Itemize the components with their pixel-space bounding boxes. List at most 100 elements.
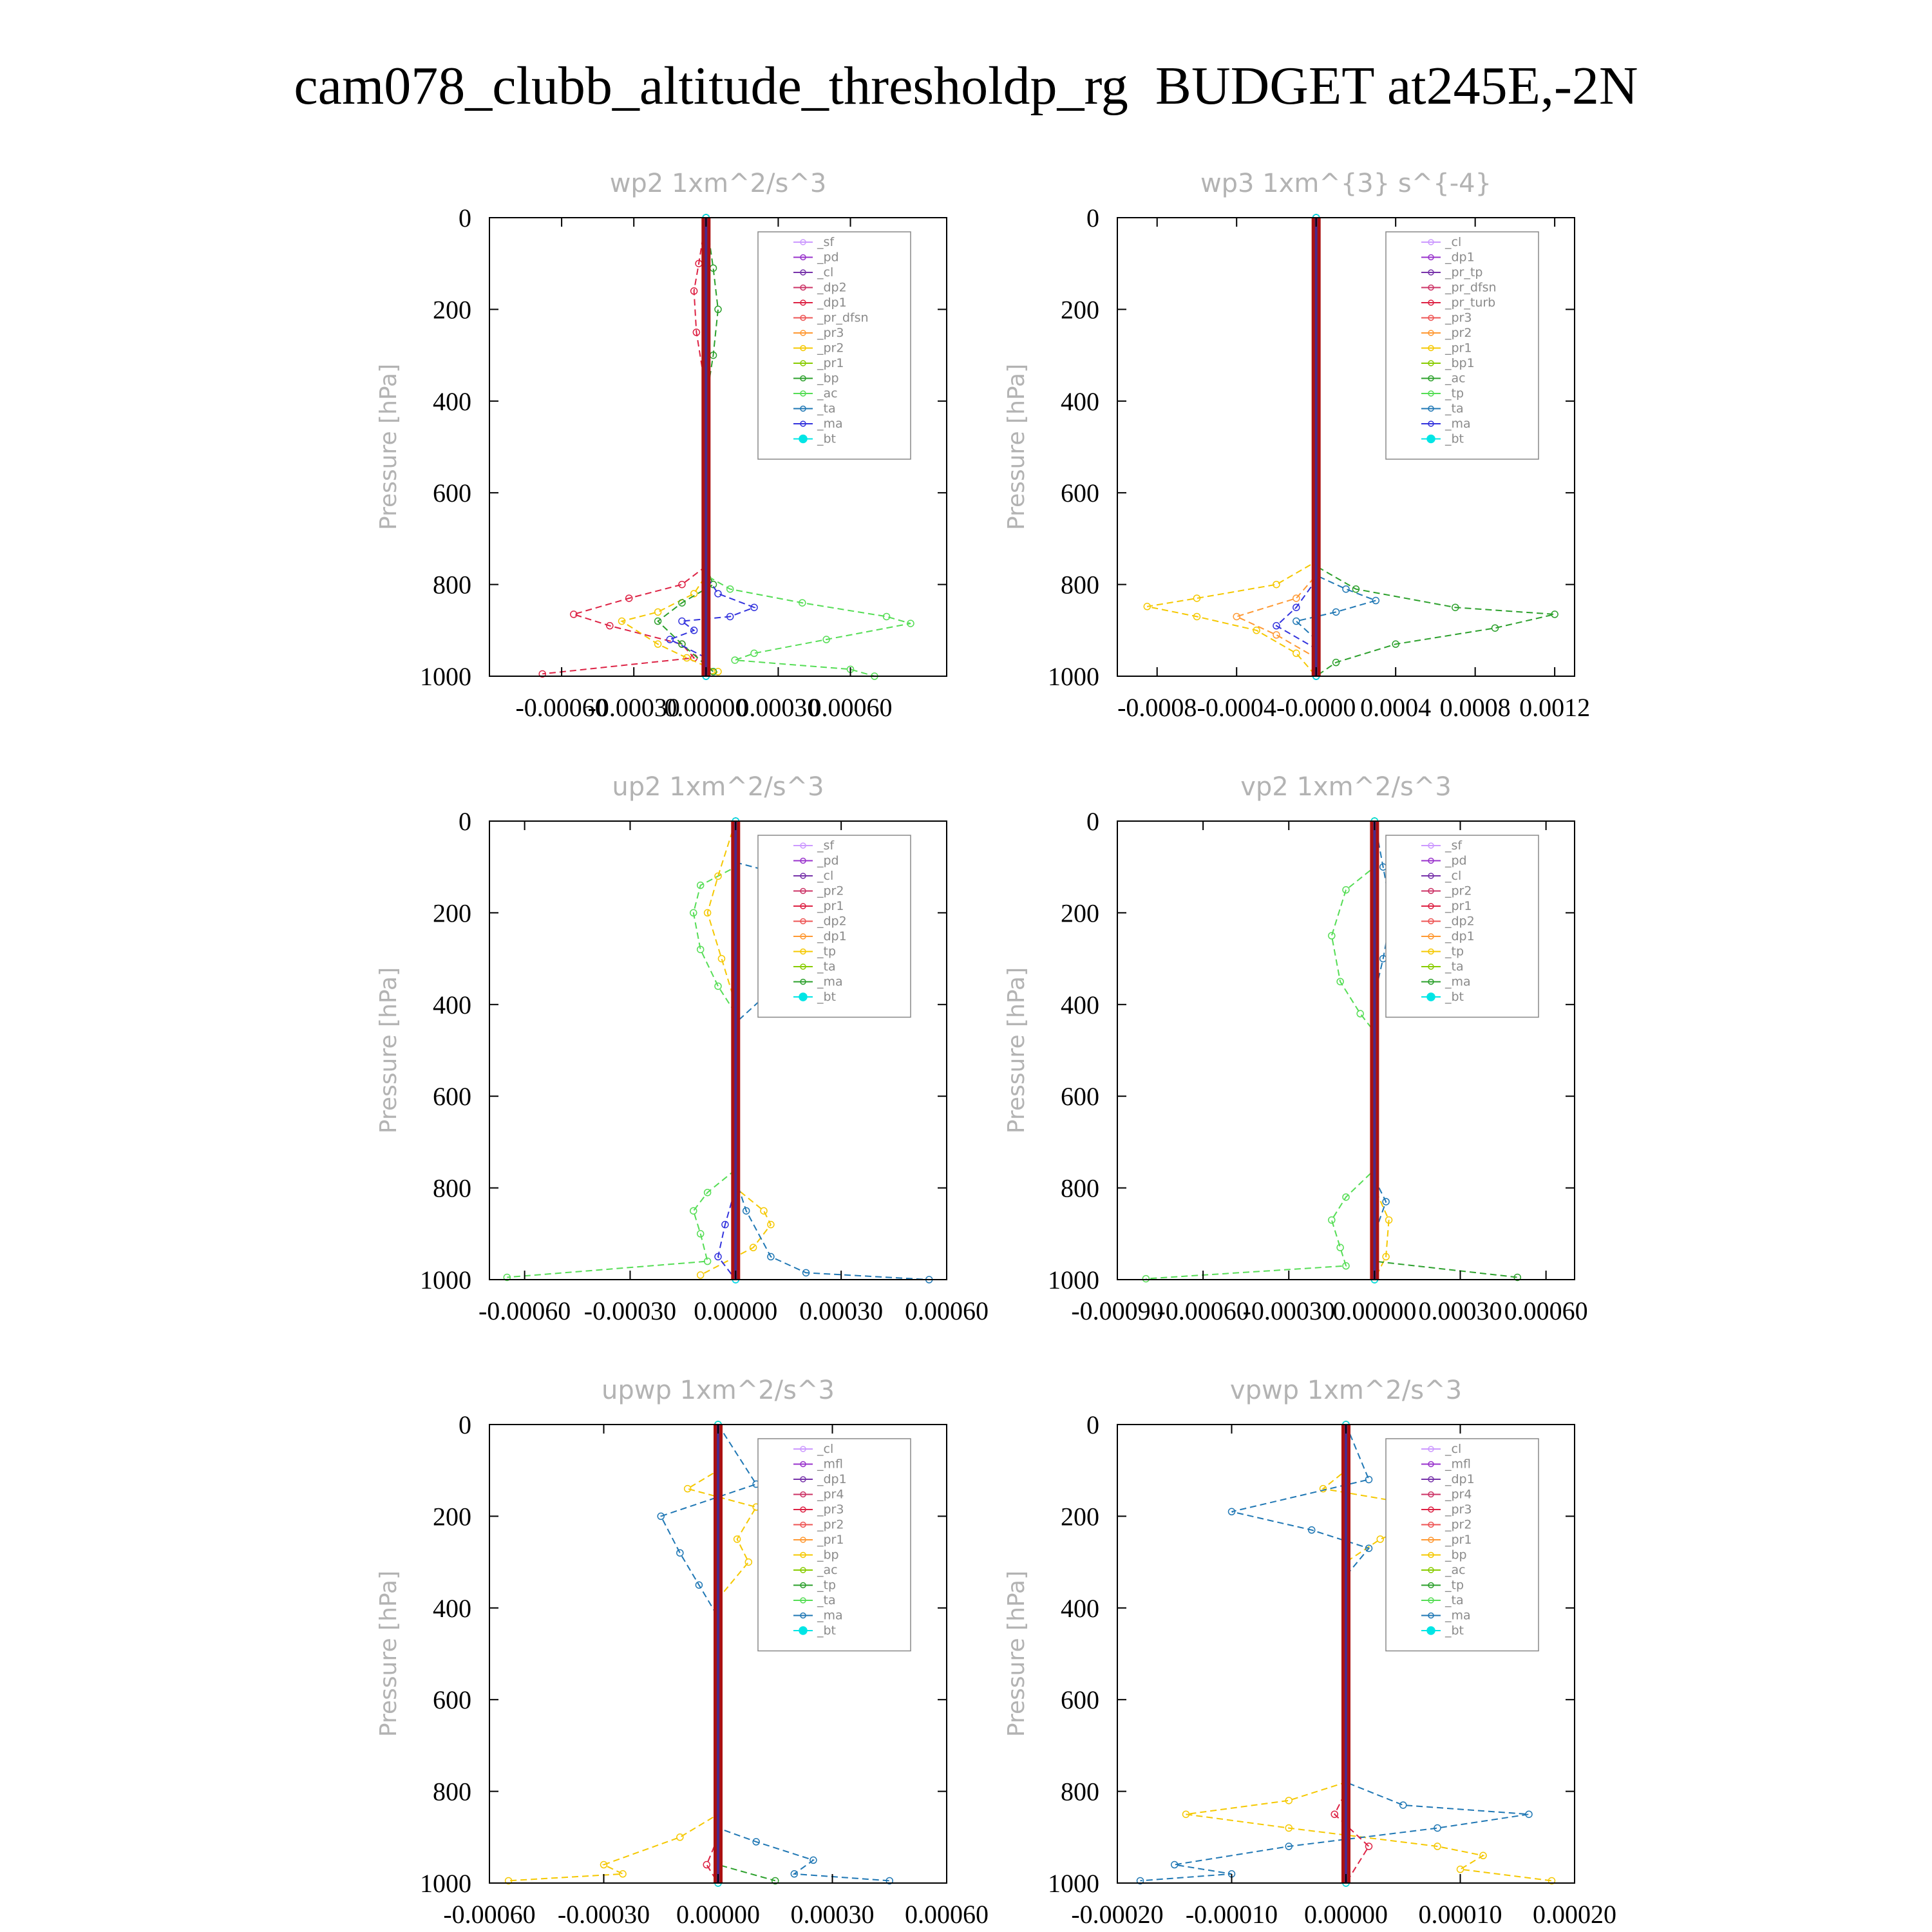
legend-entry: _dp1 [1444,1472,1475,1486]
data-point [1293,603,1300,611]
legend-entry: _mfl [817,1457,843,1472]
legend-marker [800,918,806,925]
legend-marker [1428,1521,1434,1528]
y-tick-label: 600 [1061,478,1099,507]
legend-marker [800,1461,806,1468]
legend-marker [800,405,806,412]
x-tick-label: -0.00030 [1243,1296,1335,1325]
x-tick-label: 0.00030 [1419,1296,1502,1325]
data-point [742,1207,750,1215]
series-line [705,218,911,677]
data-point [690,590,698,598]
legend-entry: _bt [817,432,836,446]
legend-marker [1428,1491,1434,1498]
legend-entry: _pr2 [817,341,844,355]
data-point [767,1253,775,1261]
legend-marker [800,330,806,336]
data-point [683,1484,692,1493]
legend-entry: _dp1 [1444,929,1475,943]
y-axis-label: Pressure [hPa] [375,1571,402,1737]
data-point [772,1877,779,1885]
data-point [1253,627,1260,634]
legend-entry: _cl [1444,869,1461,883]
x-tick-label: -0.00090 [1071,1296,1163,1325]
data-point [1293,649,1300,658]
data-point [618,617,626,625]
legend-marker [800,1567,806,1573]
data-point [1434,1842,1441,1850]
legend-box [757,835,911,1018]
legend-marker [800,978,806,985]
legend-marker [800,360,806,366]
legend-entry: _tp [817,945,836,959]
legend-marker [799,434,808,444]
data-point [744,1558,753,1566]
legend-marker [800,1506,806,1513]
y-tick-label: 1000 [420,1265,471,1294]
series-line [1315,218,1555,677]
legend-marker [1428,1612,1434,1619]
data-point [504,1877,513,1885]
data-point [1233,612,1240,621]
legend-entry: _tp [1444,386,1464,401]
legend-marker [1428,375,1434,382]
plot-frame [489,217,947,677]
zero-bar-core [1373,821,1376,1280]
x-tick-label: -0.00030 [558,1900,650,1929]
legend-marker [800,842,806,849]
data-point [1365,1475,1373,1484]
data-point [714,305,722,314]
panel-upwp: upwp 1xm^2/s^3 Pressure [hPa] 0 200 400 600 80… [375,1376,989,1929]
x-tick-label: -0.00030 [584,1296,676,1325]
legend-marker [1426,1626,1435,1635]
legend-marker [1428,1476,1434,1482]
data-point [1193,612,1201,621]
y-tick-label: 800 [433,1777,471,1806]
series-line [657,217,719,672]
legend-marker [800,857,806,864]
data-point [886,1877,893,1885]
x-tick-label: 0.00020 [1533,1900,1616,1929]
data-point [1293,594,1300,602]
x-tick-label: 0.00000 [694,1296,777,1325]
series-line [1374,821,1390,1280]
legend-entry: _ta [817,402,836,416]
legend-entry: _ac [1444,372,1466,386]
legend-marker [1428,918,1434,925]
data-point [625,594,633,602]
data-point [1331,1810,1338,1818]
x-tick-label: -0.00020 [1071,1900,1163,1929]
data-point [690,287,698,295]
legend-entry: _pr2 [1444,884,1472,898]
y-axis-label: Pressure [hPa] [375,967,402,1133]
legend-marker [800,903,806,909]
legend-marker [1428,405,1434,412]
data-point [690,1207,697,1215]
legend-marker [800,1476,806,1482]
data-point [696,1230,705,1238]
series-line [1146,821,1376,1280]
panel-title: vp2 1xm^2/s^3 [1240,772,1452,802]
data-point [692,328,701,336]
legend-entry: _tp [1444,945,1464,959]
x-tick-label: -0.00060 [478,1296,571,1325]
legend-marker [800,1582,806,1589]
data-point [1193,594,1201,602]
plot-frame [1117,820,1575,1280]
legend-marker [800,1537,806,1543]
x-tick-label: 0.0004 [1360,693,1431,722]
legend-marker [1428,314,1434,321]
data-point [1382,1198,1390,1206]
data-point [1342,1193,1350,1201]
y-tick-label: 0 [1086,1410,1099,1439]
data-point [696,945,705,954]
legend-marker [800,299,806,306]
x-tick-label: 0.00000 [676,1900,760,1929]
data-point [1372,596,1380,605]
data-point [733,1535,741,1543]
x-tick-label: -0.00060 [515,693,607,722]
legend-entry: _ma [817,975,843,989]
legend-entry: _pd [817,854,839,868]
y-tick-label: 400 [1061,990,1099,1019]
zero-bar-core [1314,218,1318,676]
